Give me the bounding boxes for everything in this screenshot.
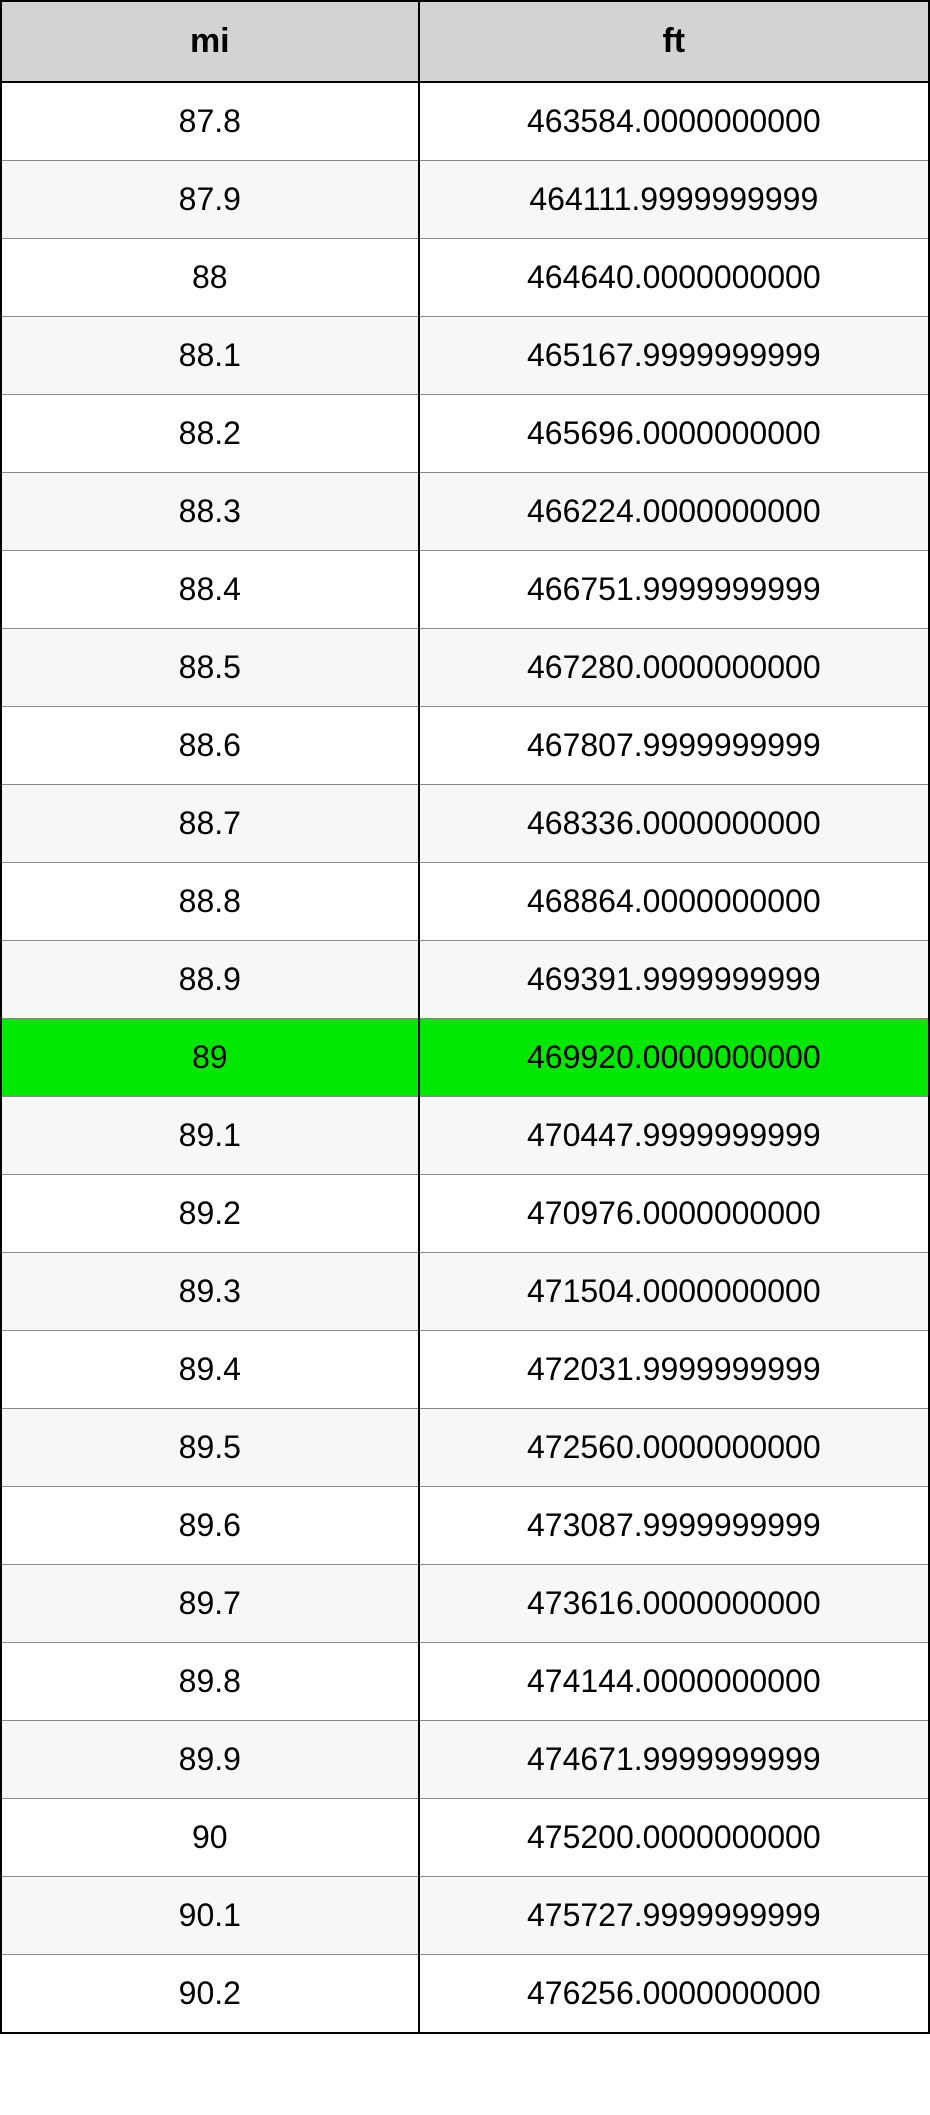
- cell-mi: 89.8: [1, 1643, 419, 1721]
- table-row: 90.1475727.9999999999: [1, 1877, 929, 1955]
- cell-mi: 88.1: [1, 317, 419, 395]
- cell-mi: 89.2: [1, 1175, 419, 1253]
- table-row: 89.1470447.9999999999: [1, 1097, 929, 1175]
- cell-mi: 90.2: [1, 1955, 419, 2034]
- cell-ft: 466751.9999999999: [419, 551, 929, 629]
- cell-mi: 89.7: [1, 1565, 419, 1643]
- cell-mi: 87.9: [1, 161, 419, 239]
- cell-ft: 469391.9999999999: [419, 941, 929, 1019]
- cell-mi: 90: [1, 1799, 419, 1877]
- cell-ft: 475200.0000000000: [419, 1799, 929, 1877]
- cell-mi: 89.9: [1, 1721, 419, 1799]
- table-row: 88.3466224.0000000000: [1, 473, 929, 551]
- table-row: 88.2465696.0000000000: [1, 395, 929, 473]
- cell-ft: 464111.9999999999: [419, 161, 929, 239]
- table-row: 88.7468336.0000000000: [1, 785, 929, 863]
- table-row: 88.8468864.0000000000: [1, 863, 929, 941]
- table-row: 89.4472031.9999999999: [1, 1331, 929, 1409]
- table-row: 89.6473087.9999999999: [1, 1487, 929, 1565]
- table-row: 87.8463584.0000000000: [1, 82, 929, 161]
- cell-ft: 465696.0000000000: [419, 395, 929, 473]
- column-header-ft: ft: [419, 1, 929, 82]
- conversion-table: mi ft 87.8463584.000000000087.9464111.99…: [0, 0, 930, 2034]
- cell-mi: 89.6: [1, 1487, 419, 1565]
- cell-ft: 467280.0000000000: [419, 629, 929, 707]
- cell-ft: 476256.0000000000: [419, 1955, 929, 2034]
- cell-mi: 88.3: [1, 473, 419, 551]
- cell-ft: 464640.0000000000: [419, 239, 929, 317]
- cell-ft: 463584.0000000000: [419, 82, 929, 161]
- cell-ft: 470447.9999999999: [419, 1097, 929, 1175]
- table-row: 88.6467807.9999999999: [1, 707, 929, 785]
- cell-mi: 88.6: [1, 707, 419, 785]
- table-row: 88.9469391.9999999999: [1, 941, 929, 1019]
- cell-mi: 88.2: [1, 395, 419, 473]
- cell-ft: 467807.9999999999: [419, 707, 929, 785]
- table-row: 88464640.0000000000: [1, 239, 929, 317]
- cell-mi: 89.5: [1, 1409, 419, 1487]
- cell-mi: 89: [1, 1019, 419, 1097]
- table-row: 88.4466751.9999999999: [1, 551, 929, 629]
- cell-mi: 88.5: [1, 629, 419, 707]
- cell-ft: 473087.9999999999: [419, 1487, 929, 1565]
- cell-mi: 89.3: [1, 1253, 419, 1331]
- cell-ft: 471504.0000000000: [419, 1253, 929, 1331]
- table-row: 89.7473616.0000000000: [1, 1565, 929, 1643]
- column-header-mi: mi: [1, 1, 419, 82]
- table-row: 89.3471504.0000000000: [1, 1253, 929, 1331]
- table-row: 89.5472560.0000000000: [1, 1409, 929, 1487]
- cell-mi: 88.4: [1, 551, 419, 629]
- table-header-row: mi ft: [1, 1, 929, 82]
- cell-mi: 88: [1, 239, 419, 317]
- table-row: 89.9474671.9999999999: [1, 1721, 929, 1799]
- table-row: 88.5467280.0000000000: [1, 629, 929, 707]
- cell-ft: 474144.0000000000: [419, 1643, 929, 1721]
- cell-mi: 89.1: [1, 1097, 419, 1175]
- cell-mi: 89.4: [1, 1331, 419, 1409]
- cell-ft: 472560.0000000000: [419, 1409, 929, 1487]
- table-row: 87.9464111.9999999999: [1, 161, 929, 239]
- cell-ft: 470976.0000000000: [419, 1175, 929, 1253]
- cell-ft: 475727.9999999999: [419, 1877, 929, 1955]
- cell-ft: 465167.9999999999: [419, 317, 929, 395]
- cell-ft: 468864.0000000000: [419, 863, 929, 941]
- table-row: 89469920.0000000000: [1, 1019, 929, 1097]
- cell-ft: 468336.0000000000: [419, 785, 929, 863]
- cell-ft: 469920.0000000000: [419, 1019, 929, 1097]
- table-row: 89.8474144.0000000000: [1, 1643, 929, 1721]
- table-row: 90.2476256.0000000000: [1, 1955, 929, 2034]
- cell-mi: 87.8: [1, 82, 419, 161]
- cell-ft: 474671.9999999999: [419, 1721, 929, 1799]
- cell-ft: 466224.0000000000: [419, 473, 929, 551]
- table-row: 89.2470976.0000000000: [1, 1175, 929, 1253]
- table-body: 87.8463584.000000000087.9464111.99999999…: [1, 82, 929, 2033]
- table-row: 90475200.0000000000: [1, 1799, 929, 1877]
- cell-mi: 88.7: [1, 785, 419, 863]
- cell-mi: 88.8: [1, 863, 419, 941]
- cell-ft: 473616.0000000000: [419, 1565, 929, 1643]
- cell-mi: 90.1: [1, 1877, 419, 1955]
- table-row: 88.1465167.9999999999: [1, 317, 929, 395]
- cell-mi: 88.9: [1, 941, 419, 1019]
- cell-ft: 472031.9999999999: [419, 1331, 929, 1409]
